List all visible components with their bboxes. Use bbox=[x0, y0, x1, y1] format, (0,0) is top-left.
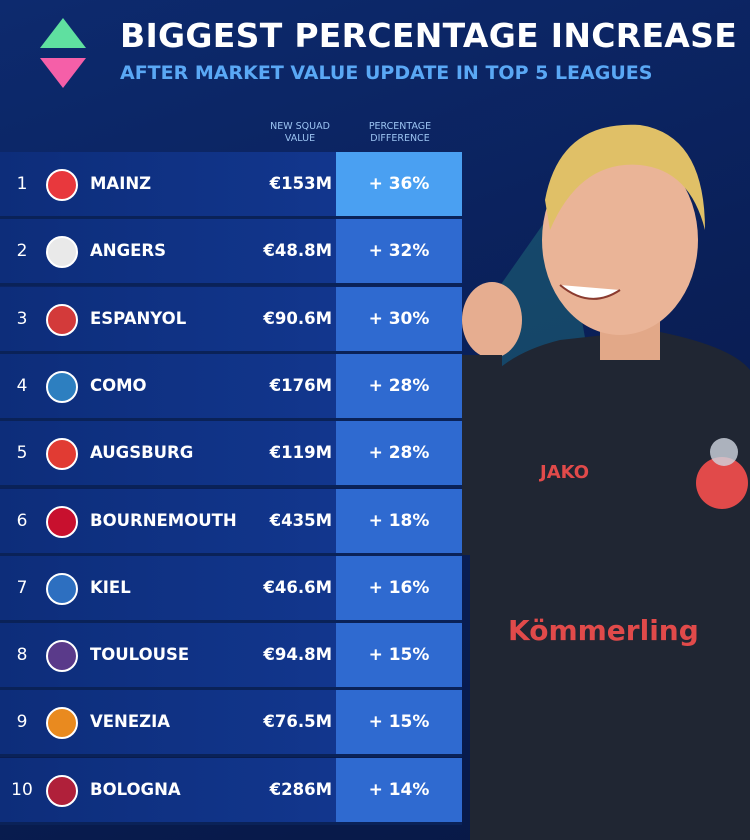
rank: 8 bbox=[16, 645, 28, 666]
club-logo bbox=[46, 774, 78, 807]
club-logo bbox=[46, 370, 78, 403]
club-logo bbox=[46, 505, 78, 538]
percentage-difference: + 18% bbox=[336, 488, 462, 553]
subtitle: AFTER MARKET VALUE UPDATE IN TOP 5 LEAGU… bbox=[120, 62, 653, 84]
sponsor: Kömmerling bbox=[508, 614, 699, 647]
fist bbox=[462, 282, 522, 358]
table-row: 9 VENEZIA €76.5M + 15% bbox=[0, 690, 462, 758]
nav-dot[interactable] bbox=[710, 438, 738, 466]
rank: 7 bbox=[16, 577, 28, 598]
squad-value: €76.5M bbox=[263, 712, 332, 732]
smile bbox=[559, 284, 621, 300]
percentage-difference: + 14% bbox=[336, 757, 462, 822]
club-name: KIEL bbox=[90, 577, 131, 597]
percentage-difference: + 36% bbox=[336, 152, 462, 216]
rank: 6 bbox=[16, 510, 28, 531]
club-name: ANGERS bbox=[90, 241, 166, 261]
squad-value: €119M bbox=[269, 443, 332, 463]
club-name: BOLOGNA bbox=[90, 779, 181, 799]
club-name: BOURNEMOUTH bbox=[90, 510, 237, 530]
shirt bbox=[470, 330, 750, 840]
squad-value: €90.6M bbox=[263, 308, 332, 328]
club-logo bbox=[46, 707, 78, 740]
rank: 9 bbox=[16, 712, 28, 733]
percentage-difference: + 32% bbox=[336, 219, 462, 284]
squad-value: €46.6M bbox=[263, 577, 332, 597]
squad-value: €176M bbox=[269, 375, 332, 395]
table-row: 3 ESPANYOL €90.6M + 30% bbox=[0, 286, 462, 354]
table-row: 7 KIEL €46.6M + 16% bbox=[0, 555, 462, 623]
rank: 10 bbox=[11, 779, 33, 800]
club-name: ESPANYOL bbox=[90, 308, 187, 328]
table-row: 8 TOULOUSE €94.8M + 15% bbox=[0, 623, 462, 691]
squad-value: €286M bbox=[269, 779, 332, 799]
club-logo bbox=[46, 640, 78, 673]
club-logo bbox=[46, 236, 78, 269]
club-logo bbox=[46, 169, 78, 201]
percentage-difference: + 28% bbox=[336, 421, 462, 486]
rank: 5 bbox=[16, 443, 28, 464]
club-logo bbox=[46, 438, 78, 471]
percentage-difference: + 28% bbox=[336, 353, 462, 418]
table-row: 1 MAINZ €153M + 36% bbox=[0, 152, 462, 219]
club-name: MAINZ bbox=[90, 174, 152, 193]
percentage-difference: + 15% bbox=[336, 690, 462, 755]
squad-value: €48.8M bbox=[263, 241, 332, 261]
table-row: 4 COMO €176M + 28% bbox=[0, 353, 462, 421]
title: BIGGEST PERCENTAGE INCREASE bbox=[120, 16, 738, 55]
club-name: COMO bbox=[90, 375, 147, 395]
table-row: 2 ANGERS €48.8M + 32% bbox=[0, 219, 462, 287]
table-row: 10 BOLOGNA €286M + 14% bbox=[0, 757, 462, 825]
rank: 2 bbox=[16, 241, 28, 262]
up-triangle bbox=[40, 18, 86, 48]
rank: 3 bbox=[16, 308, 28, 329]
crest bbox=[696, 457, 748, 509]
arm bbox=[462, 355, 502, 555]
shirt-brand: JAKO bbox=[538, 462, 589, 483]
player-photo: JAKO Kömmerling bbox=[462, 124, 750, 840]
rank: 4 bbox=[16, 375, 28, 396]
percentage-difference: + 15% bbox=[336, 623, 462, 688]
club-logo bbox=[46, 572, 78, 605]
table-row: 6 BOURNEMOUTH €435M + 18% bbox=[0, 488, 462, 556]
down-triangle bbox=[40, 58, 86, 88]
club-logo bbox=[46, 303, 78, 336]
column-header: NEW SQUAD VALUE bbox=[270, 121, 330, 144]
rank: 1 bbox=[16, 174, 28, 194]
squad-value: €94.8M bbox=[263, 645, 332, 665]
club-name: TOULOUSE bbox=[90, 645, 190, 665]
percentage-difference: + 30% bbox=[336, 286, 462, 351]
club-name: AUGSBURG bbox=[90, 443, 194, 463]
column-header: PERCENTAGE DIFFERENCE bbox=[368, 121, 432, 144]
table-row: 5 AUGSBURG €119M + 28% bbox=[0, 421, 462, 489]
squad-value: €435M bbox=[269, 510, 332, 530]
hair bbox=[545, 124, 705, 230]
squad-value: €153M bbox=[269, 174, 332, 193]
club-name: VENEZIA bbox=[90, 712, 170, 732]
percentage-difference: + 16% bbox=[336, 555, 462, 620]
